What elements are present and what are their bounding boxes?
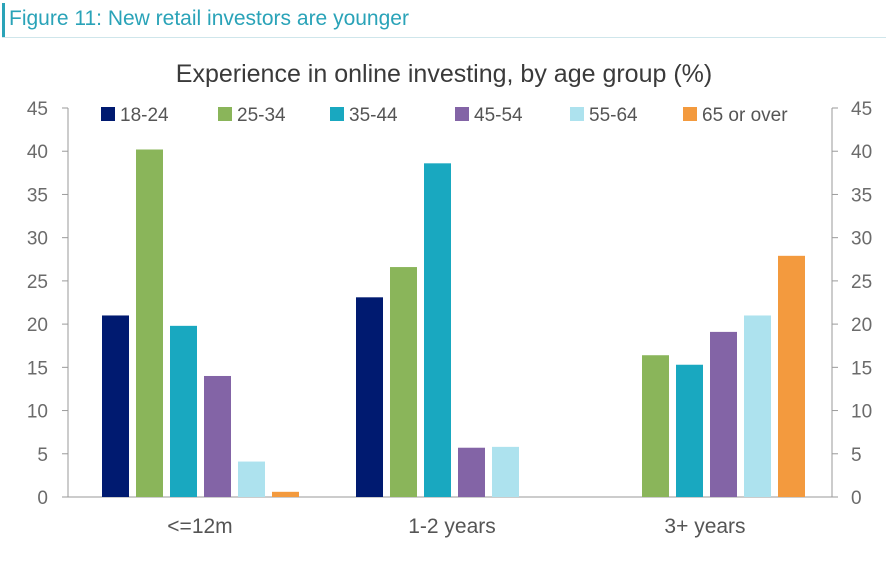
bar xyxy=(390,267,417,497)
y-tick-label-left: 40 xyxy=(27,142,48,163)
legend-swatch xyxy=(330,107,344,121)
y-tick-label-right: 40 xyxy=(851,142,872,163)
bar xyxy=(642,355,669,497)
y-tick-label-left: 0 xyxy=(37,488,48,509)
bar xyxy=(204,375,231,497)
bar xyxy=(424,163,451,497)
figure-label: Figure 11: New retail investors are youn… xyxy=(9,7,409,30)
legend-item: 35-44 xyxy=(330,105,398,126)
header-rule xyxy=(2,37,886,38)
bar xyxy=(356,297,383,497)
bar xyxy=(238,461,265,497)
bars xyxy=(102,149,805,497)
y-tick-label-left: 25 xyxy=(27,272,48,293)
x-category-label: <=12m xyxy=(167,515,232,538)
bar xyxy=(272,491,299,497)
figure-header: Figure 11: New retail investors are youn… xyxy=(0,0,888,38)
y-tick-label-left: 30 xyxy=(27,229,48,250)
y-tick-label-left: 5 xyxy=(37,445,48,466)
y-tick-label-left: 35 xyxy=(27,185,48,206)
legend-label: 18-24 xyxy=(120,105,169,126)
bar xyxy=(676,364,703,497)
legend-swatch xyxy=(101,107,115,121)
y-tick-label-right: 10 xyxy=(851,402,872,423)
chart-title: Experience in online investing, by age g… xyxy=(175,60,713,88)
x-category-label: 3+ years xyxy=(664,515,745,538)
bar xyxy=(710,331,737,497)
y-tick-label-left: 10 xyxy=(27,402,48,423)
y-tick-label-right: 45 xyxy=(851,99,872,120)
legend-label: 25-34 xyxy=(237,105,286,126)
bar xyxy=(458,447,485,497)
y-tick-label-right: 30 xyxy=(851,229,872,250)
bar xyxy=(170,325,197,497)
y-tick-label-left: 20 xyxy=(27,315,48,336)
legend-item: 25-34 xyxy=(218,105,286,126)
legend-swatch xyxy=(570,107,584,121)
legend-label: 55-64 xyxy=(589,105,638,126)
y-tick-label-right: 25 xyxy=(851,272,872,293)
bar xyxy=(136,149,163,497)
bar xyxy=(102,315,129,497)
header-accent-bar xyxy=(2,3,5,37)
bar xyxy=(778,255,805,497)
legend-swatch xyxy=(455,107,469,121)
y-tick-label-left: 45 xyxy=(27,99,48,120)
legend-label: 45-54 xyxy=(474,105,523,126)
bar xyxy=(744,315,771,497)
y-tick-label-right: 20 xyxy=(851,315,872,336)
y-tick-label-right: 5 xyxy=(851,445,862,466)
legend-item: 65 or over xyxy=(683,105,788,126)
x-category-label: 1-2 years xyxy=(408,515,496,538)
y-tick-label-left: 15 xyxy=(27,358,48,379)
y-tick-label-right: 35 xyxy=(851,185,872,206)
legend-item: 18-24 xyxy=(101,105,169,126)
legend-label: 65 or over xyxy=(702,105,788,126)
legend-label: 35-44 xyxy=(349,105,398,126)
bar xyxy=(492,446,519,497)
category-labels: <=12m 1-2 years 3+ years xyxy=(167,515,745,538)
legend-swatch xyxy=(218,107,232,121)
y-tick-label-right: 0 xyxy=(851,488,862,509)
legend-item: 55-64 xyxy=(570,105,638,126)
y-tick-label-right: 15 xyxy=(851,358,872,379)
legend-swatch xyxy=(683,107,697,121)
legend: 18-24 25-34 35-44 45-54 55-64 65 or over xyxy=(101,105,788,126)
legend-item: 45-54 xyxy=(455,105,523,126)
